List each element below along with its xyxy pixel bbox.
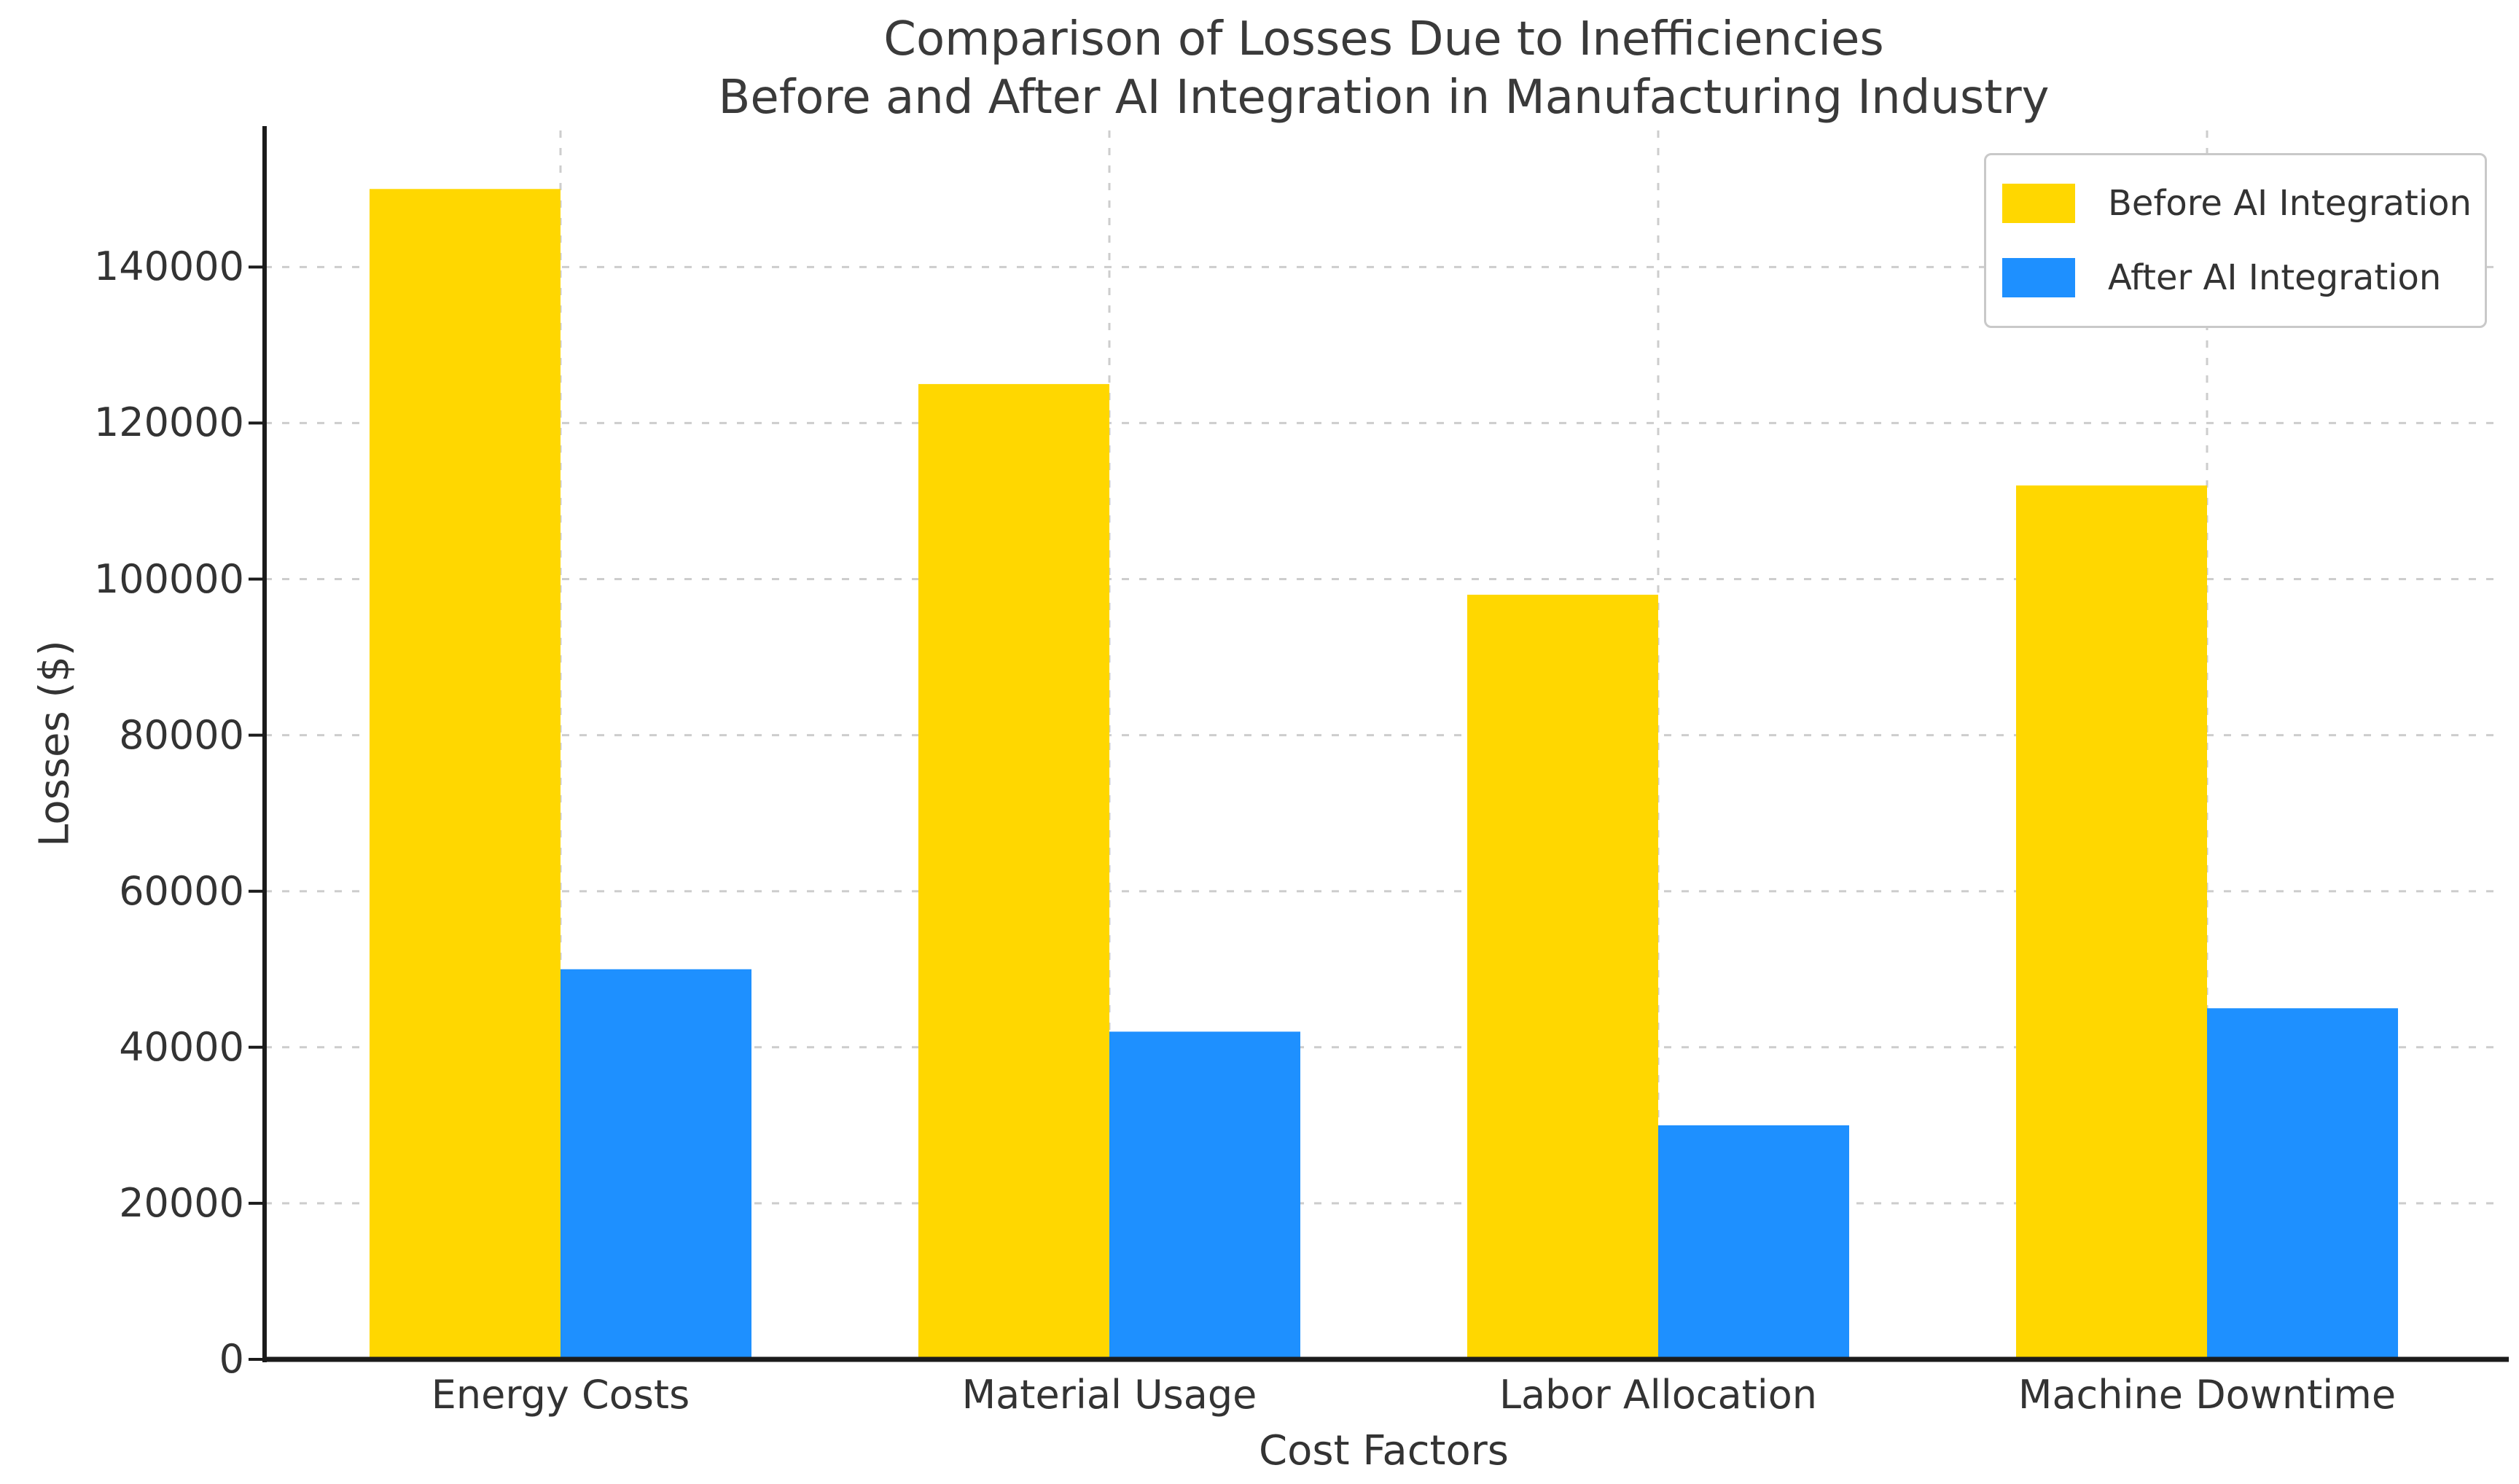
legend-row-after: After AI Integration [2002,257,2485,298]
chart-title: Comparison of Losses Due to Inefficienci… [265,10,2503,127]
bar-after-ai-integration-material-usage [1109,1031,1300,1359]
legend-swatch-after-icon [2002,258,2075,297]
y-tick-label-120000: 120000 [93,399,244,446]
x-tick-label-machine-downtime: Machine Downtime [2018,1372,2397,1418]
x-tick-label-labor-allocation: Labor Allocation [1499,1372,1818,1418]
y-tick-label-0: 0 [219,1336,244,1382]
chart-title-line1: Comparison of Losses Due to Inefficienci… [883,12,1884,66]
legend-label-before: Before AI Integration [2108,183,2472,224]
chart-title-line2: Before and After AI Integration in Manuf… [718,71,2050,125]
bar-after-ai-integration-machine-downtime [2207,1008,2398,1359]
x-axis-label: Cost Factors [1259,1427,1509,1475]
y-tick-label-140000: 140000 [93,243,244,290]
bar-before-ai-integration-machine-downtime [2016,485,2207,1359]
y-tick-label-60000: 60000 [119,867,244,914]
x-tick-label-material-usage: Material Usage [961,1372,1257,1418]
bar-before-ai-integration-material-usage [918,383,1109,1359]
x-tick-label-energy-costs: Energy Costs [431,1372,690,1418]
legend-label-after: After AI Integration [2108,257,2442,298]
y-tick-label-80000: 80000 [119,711,244,758]
bar-before-ai-integration-energy-costs [370,189,561,1360]
y-axis-label: Losses ($) [31,640,79,847]
legend-row-before: Before AI Integration [2002,183,2485,224]
bar-after-ai-integration-energy-costs [561,969,751,1359]
y-tick-label-20000: 20000 [119,1179,244,1226]
y-tick-label-100000: 100000 [93,555,244,602]
bar-before-ai-integration-labor-allocation [1467,594,1658,1359]
y-tick-label-40000: 40000 [119,1023,244,1070]
bar-after-ai-integration-labor-allocation [1658,1125,1849,1359]
legend-swatch-before-icon [2002,184,2075,223]
legend: Before AI Integration After AI Integrati… [1984,153,2487,328]
